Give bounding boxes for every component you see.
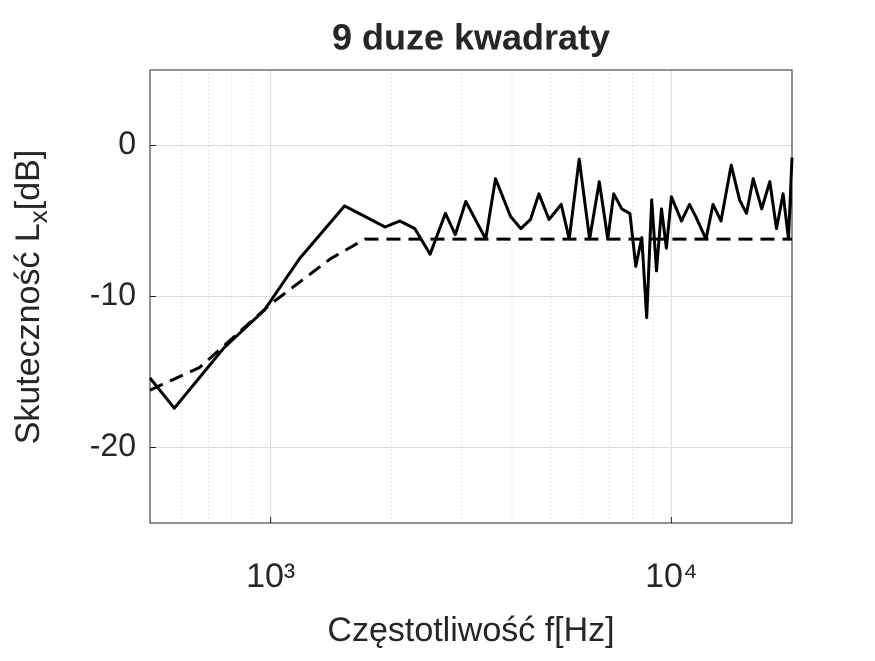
y-label-sub: x	[23, 210, 53, 223]
data-line	[149, 237, 792, 392]
y-tick-label: 0	[118, 125, 136, 161]
x-tick-label: 10⁴	[645, 557, 697, 595]
y-tick-label: -10	[90, 276, 136, 312]
axes-box	[149, 69, 793, 524]
chart-title: 9 duze kwadraty	[332, 17, 610, 58]
y-label-rest: [dB]	[9, 150, 47, 210]
y-tick-label: -20	[90, 427, 136, 463]
y-label-main: Skuteczność L	[9, 223, 47, 444]
x-axis-label: Częstotliwość f[Hz]	[327, 611, 614, 649]
y-axis-label: Skuteczność Lx[dB]	[9, 150, 53, 445]
x-tick-label: 10³	[246, 557, 295, 595]
data-line	[148, 157, 794, 410]
